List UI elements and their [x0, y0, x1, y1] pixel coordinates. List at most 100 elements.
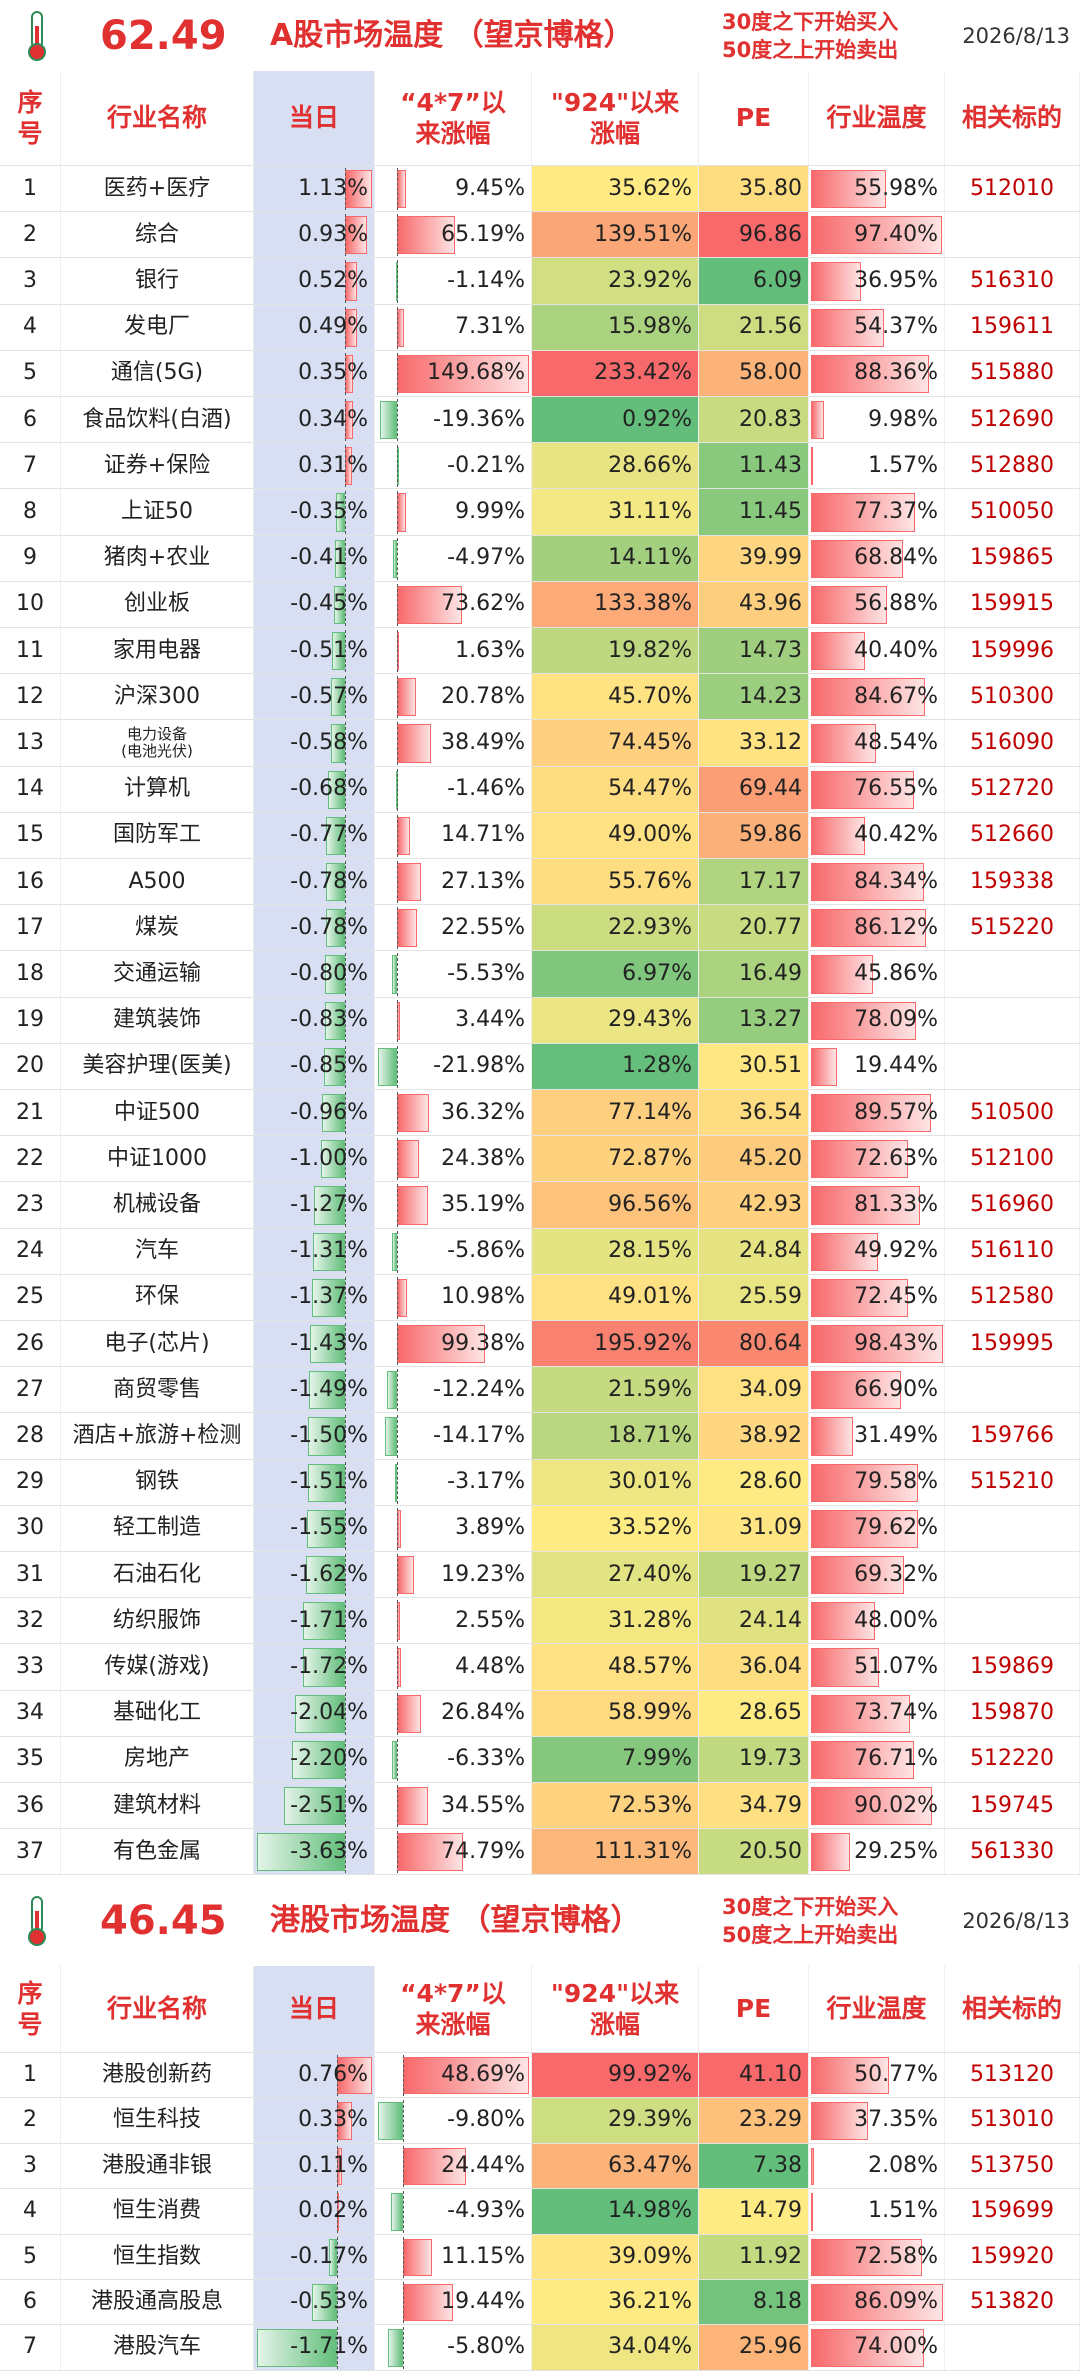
cell-text: -2.20% [290, 1746, 368, 1772]
cell-text: 55.98% [854, 175, 938, 201]
cell-text: 54.47% [608, 776, 692, 802]
cell-text: 81.33% [854, 1191, 938, 1217]
table-cell: 19.82% [532, 628, 699, 675]
data-bar [344, 170, 372, 209]
bar-axis [397, 1692, 399, 1735]
table-cell: 0.34% [254, 397, 375, 444]
data-bar [392, 539, 398, 578]
table-cell: 55.98% [809, 166, 945, 213]
cell-background [254, 2098, 375, 2144]
strategy-note: 50度之上开始卖出 [722, 37, 899, 62]
table-cell: 76.71% [809, 1736, 945, 1783]
cell-text: 6.97% [622, 960, 692, 986]
cell-text: 39.09% [608, 2243, 692, 2269]
table-cell: 19.23% [375, 1552, 532, 1599]
data-bar [333, 585, 345, 624]
table-cell: 港股通非银 [61, 2143, 254, 2190]
data-bar [330, 678, 345, 717]
table-cell: 6.09 [699, 258, 809, 305]
table-cell: 20.77 [699, 905, 809, 952]
cell-text: 1.13% [298, 175, 368, 201]
table-cell [945, 2325, 1080, 2371]
cell-text: 510050 [970, 498, 1054, 524]
table-cell: 54.37% [809, 304, 945, 351]
table-cell: 证券+保险 [61, 443, 254, 490]
table-cell: 515880 [945, 350, 1080, 397]
table-cell: 25 [0, 1274, 61, 1321]
cell-background [375, 1367, 532, 1414]
cell-text: 512010 [970, 175, 1054, 201]
cell-text: 24.38% [441, 1145, 525, 1171]
table-cell: 3.89% [375, 1505, 532, 1552]
column-header: 行业温度 [809, 71, 945, 166]
data-bar [811, 1556, 904, 1595]
table-cell: 73.62% [375, 581, 532, 628]
data-bar [397, 354, 529, 393]
table-cell: 77.14% [532, 1090, 699, 1137]
table-cell: -1.71% [254, 1598, 375, 1645]
cell-text: 中证1000 [107, 1145, 207, 1171]
cell-text: 0.76% [298, 2062, 368, 2088]
table-cell: -1.51% [254, 1459, 375, 1506]
cell-text: 88.36% [854, 360, 938, 386]
cell-text: 医药+医疗 [103, 175, 211, 201]
cell-text: 0.35% [298, 360, 368, 386]
table-cell: 16 [0, 859, 61, 906]
bar-axis [397, 1831, 399, 1874]
cell-text: -0.78% [290, 914, 368, 940]
cell-text: -1.71% [290, 2334, 368, 2360]
bar-axis [397, 168, 399, 211]
table-cell: 23 [0, 1182, 61, 1229]
cell-text: 98.43% [854, 1330, 938, 1356]
bar-axis [344, 399, 346, 442]
table-cell: 159699 [945, 2189, 1080, 2235]
table-cell: 纺织服饰 [61, 1598, 254, 1645]
table-cell: 1.28% [532, 1043, 699, 1090]
cell-text: 195.92% [594, 1330, 692, 1356]
data-bar [811, 1463, 918, 1502]
cell-text: 35 [16, 1746, 44, 1772]
cell-text: 纺织服饰 [112, 1607, 201, 1633]
table-cell [945, 1552, 1080, 1599]
cell-text: 19.73 [739, 1746, 802, 1772]
cell-text: 96.56% [608, 1191, 692, 1217]
cell-background [254, 905, 375, 952]
bar-axis [344, 583, 346, 626]
bar-axis [403, 2055, 405, 2097]
table-cell: 38.92 [699, 1413, 809, 1460]
table-cell: 40.40% [809, 628, 945, 675]
table-cell: 31.09 [699, 1505, 809, 1552]
cell-text: -0.57% [290, 683, 368, 709]
cell-text: 36.95% [854, 267, 938, 293]
data-bar [324, 1001, 345, 1040]
table-cell: 1.51% [809, 2189, 945, 2235]
cell-text: 9 [23, 545, 37, 571]
table-cell: 90.02% [809, 1783, 945, 1830]
table-cell: 8.18 [699, 2280, 809, 2326]
table-cell: 港股通高股息 [61, 2280, 254, 2326]
strategy-note: 30度之下开始买入 [722, 9, 899, 34]
table-cell: 25.59 [699, 1274, 809, 1321]
table-cell: 34.09 [699, 1367, 809, 1414]
table-cell: 96.56% [532, 1182, 699, 1229]
cell-text: 港股汽车 [112, 2334, 201, 2360]
data-bar [336, 2057, 372, 2095]
cell-text: 31.11% [608, 498, 692, 524]
data-bar [403, 2057, 529, 2095]
cell-text: 28 [16, 1422, 44, 1448]
table-cell: 21.59% [532, 1367, 699, 1414]
cell-text: 33.52% [608, 1515, 692, 1541]
cell-background [254, 443, 375, 490]
table-cell: 中证500 [61, 1090, 254, 1137]
table-cell: 2.55% [375, 1598, 532, 1645]
cell-text: 16.49 [739, 960, 802, 986]
table-cell: 516090 [945, 720, 1080, 767]
cell-text: 159870 [970, 1700, 1054, 1726]
table-cell: 49.00% [532, 812, 699, 859]
cell-text: 28.60 [739, 1469, 802, 1495]
cell-text: 35.62% [608, 175, 692, 201]
table-cell: 68.84% [809, 535, 945, 582]
table-cell: 159920 [945, 2234, 1080, 2280]
cell-text: 25.59 [739, 1284, 802, 1310]
table-cell: 30 [0, 1505, 61, 1552]
